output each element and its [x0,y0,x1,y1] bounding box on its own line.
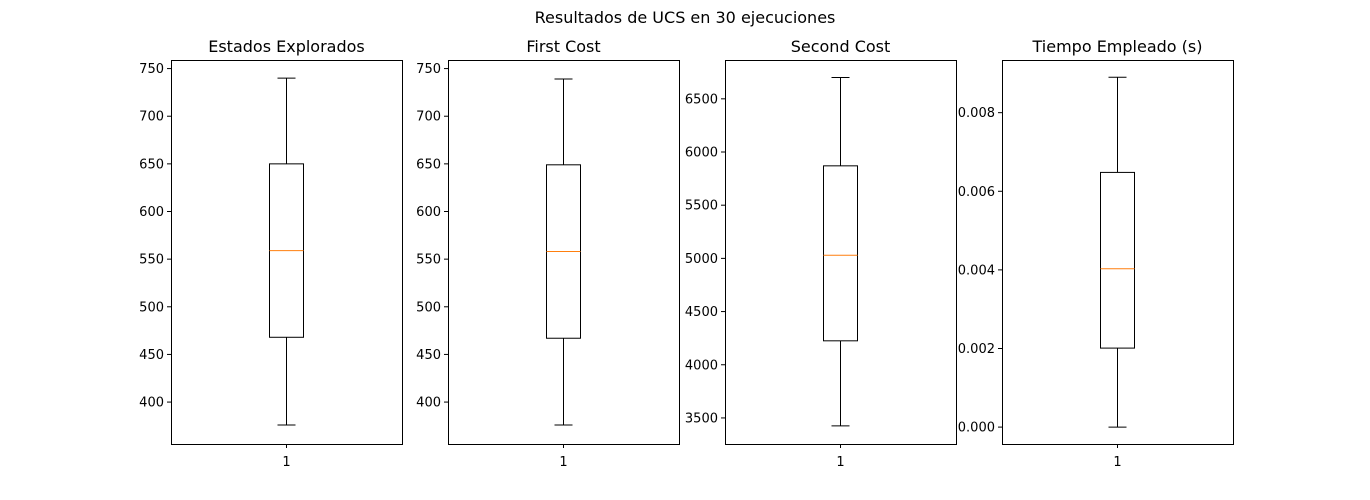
x-tick-label: 1 [1113,455,1121,470]
panels: Estados Explorados 400 450 500 550 600 650 700 7… [139,37,1234,470]
y-tick-label: 500 [416,300,441,315]
axes-frame [1002,60,1234,445]
box-iqr [1100,171,1135,349]
subplot-1: Estados Explorados 400 450 500 550 600 650 700 7… [139,37,403,470]
box-iqr [823,165,858,342]
subplot-2: First Cost 400 450 500 550 600 650 700 750 1 [416,37,680,470]
y-tick-label: 4000 [685,358,718,373]
y-tick-label: 500 [139,300,164,315]
y-tick-label: 750 [139,62,164,77]
y-tick-label: 400 [139,396,164,411]
figure-suptitle: Resultados de UCS en 30 ejecuciones [535,8,836,27]
y-tick-label: 0.004 [958,263,995,278]
y-tick-label: 4500 [685,305,718,320]
subplot-title: Tiempo Empleado (s) [1032,37,1203,56]
y-tick-label: 0.006 [958,185,995,200]
y-tick-label: 0.002 [958,342,995,357]
y-tick-label: 400 [416,396,441,411]
y-tick-label: 450 [139,348,164,363]
subplot-4: Tiempo Empleado (s) 0.000 0.002 0.004 0.006 0… [958,37,1234,470]
y-tick-label: 450 [416,348,441,363]
y-tick-label: 700 [139,110,164,125]
x-tick-label: 1 [836,455,844,470]
y-tick-label: 0.008 [958,106,995,121]
subplot-title: First Cost [526,37,600,56]
axes-frame [448,60,680,445]
y-tick-label: 750 [416,62,441,77]
y-tick-label: 550 [416,253,441,268]
y-tick-label: 0.000 [958,421,995,436]
x-tick-label: 1 [282,455,290,470]
y-tick-label: 5500 [685,199,718,214]
y-tick-label: 6500 [685,92,718,107]
y-tick-label: 3500 [685,411,718,426]
y-tick-label: 6000 [685,146,718,161]
subplot-title: Second Cost [791,37,891,56]
subplot-3: Second Cost 3500 4000 4500 5000 5500 6000 6500 1 [685,37,957,470]
y-tick-label: 700 [416,110,441,125]
axes-frame [725,60,957,445]
x-tick-label: 1 [559,455,567,470]
axes-frame [171,60,403,445]
y-tick-label: 650 [139,157,164,172]
subplot-title: Estados Explorados [208,37,365,56]
y-tick-label: 550 [139,253,164,268]
y-tick-label: 650 [416,157,441,172]
y-tick-label: 600 [139,205,164,220]
y-tick-label: 5000 [685,252,718,267]
y-tick-label: 600 [416,205,441,220]
